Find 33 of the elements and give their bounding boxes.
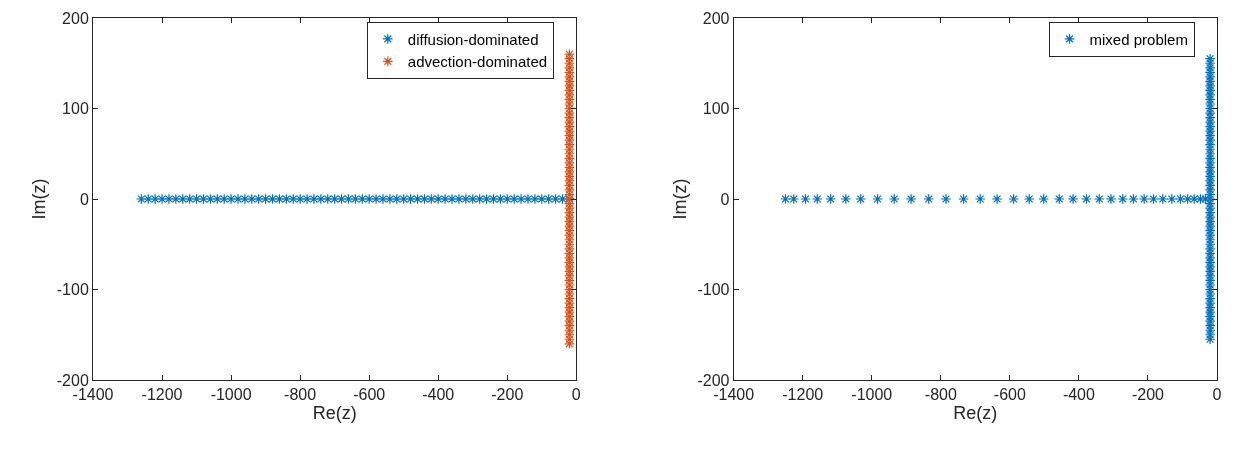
y-tick-label: -100 (697, 281, 730, 299)
y-tick-label: 200 (702, 9, 730, 27)
legend-label: advection-dominated (407, 53, 548, 71)
y-tick-label: 200 (62, 9, 89, 27)
x-tick-label: -200 (491, 386, 524, 404)
y-tick-label: -200 (697, 371, 730, 389)
x-tick-label: -800 (924, 386, 957, 404)
x-tick-label: -200 (1131, 386, 1165, 404)
x-tick-label: -800 (284, 386, 317, 404)
x-tick-label: -600 (353, 386, 386, 404)
x-tick-label: 0 (571, 386, 581, 404)
x-axis-title: Re(z) (312, 403, 357, 424)
x-tick-label: -1000 (851, 386, 893, 404)
y-tick-label: 0 (720, 190, 730, 208)
x-tick-label: -400 (1062, 386, 1096, 404)
x-tick-label: -1400 (72, 386, 114, 404)
y-tick-label: 100 (62, 100, 89, 118)
x-tick-label: -1200 (141, 386, 183, 404)
x-tick-label: -1000 (210, 386, 252, 404)
y-axis-title: Im(z) (669, 178, 690, 220)
x-tick-label: 0 (1212, 386, 1222, 404)
x-tick-label: -600 (993, 386, 1026, 404)
y-tick-label: 100 (702, 100, 730, 118)
legend-label: diffusion-dominated (407, 30, 539, 48)
y-tick-label: -200 (56, 371, 89, 389)
x-tick-label: -1200 (782, 386, 824, 404)
legend-label: mixed problem (1089, 30, 1188, 48)
x-tick-label: -1400 (713, 386, 755, 404)
y-tick-label: 0 (79, 190, 89, 208)
x-axis-title: Re(z) (953, 403, 998, 424)
y-axis-title: Im(z) (28, 178, 49, 220)
y-tick-label: -100 (56, 281, 89, 299)
x-tick-label: -400 (422, 386, 455, 404)
